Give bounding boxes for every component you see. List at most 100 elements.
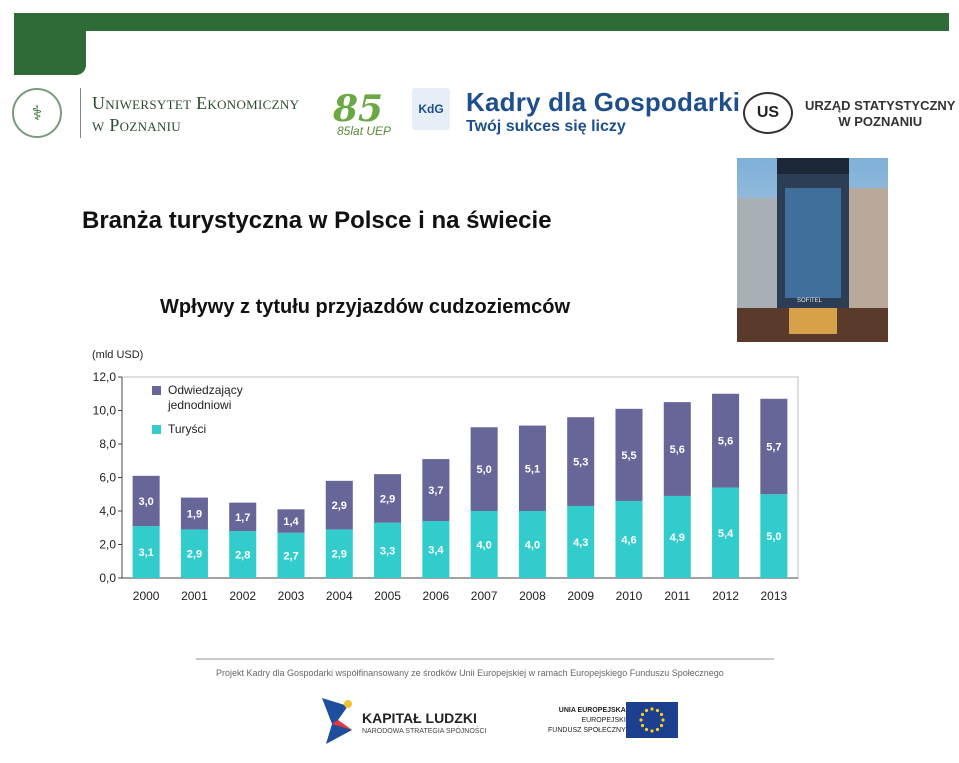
legend-label: Turyści [168, 422, 206, 436]
data-label: 4,0 [476, 540, 491, 552]
data-label: 1,7 [235, 512, 250, 524]
legend-label-line2: jednodniowi [167, 398, 231, 412]
bar-segment-odwiedzajacy [180, 497, 208, 530]
data-label: 3,3 [380, 545, 395, 557]
university-name-line1: Uniwersytet Ekonomiczny [92, 93, 300, 113]
eu-star [644, 727, 649, 732]
data-label: 5,1 [525, 463, 540, 475]
bar-segment-odwiedzajacy [712, 393, 740, 488]
data-label: 2,9 [380, 493, 395, 505]
bar-segment-turysci [760, 494, 788, 578]
x-tick-label: 2011 [664, 589, 690, 603]
x-tick-label: 2013 [761, 589, 788, 603]
statistics-office-line2: W POZNANIU [838, 114, 923, 129]
x-tick-label: 2009 [567, 589, 594, 603]
data-label: 5,7 [766, 442, 781, 454]
bar-segment-odwiedzajacy [325, 480, 353, 530]
eu-star [659, 712, 664, 717]
statistics-office-logo-icon: US [743, 92, 793, 134]
x-tick-label: 2005 [374, 589, 401, 603]
header-bar [14, 13, 949, 31]
stacked-bar-chart: (mld USD) 0,0 2,0 4,0 6,0 8,0 10,0 12,0 3,1 3,0… [92, 349, 799, 603]
data-label: 4,0 [525, 540, 540, 552]
eu-star [661, 718, 665, 722]
bar-segment-odwiedzajacy [229, 502, 257, 532]
kapital-ludzki-title: KAPITAŁ LUDZKI [362, 710, 477, 726]
anniversary-logo: 85 85lat UEP [333, 88, 399, 140]
bar-segment-odwiedzajacy [374, 474, 402, 523]
data-label: 4,3 [573, 537, 588, 549]
kdg-logo-icon: KdG [412, 88, 450, 130]
y-tick-label: 10,0 [93, 404, 117, 418]
university-name: Uniwersytet Ekonomiczny w Poznaniu [92, 92, 299, 136]
university-seal-icon: ⚕ [12, 88, 62, 138]
bar-segment-odwiedzajacy [422, 459, 450, 522]
data-label: 5,0 [476, 464, 491, 476]
data-label: 4,9 [670, 532, 685, 544]
header-bar-tab [14, 13, 86, 75]
data-label: 5,4 [718, 528, 734, 540]
kapital-ludzki-logo-icon [322, 698, 352, 744]
bar-segment-turysci [132, 526, 160, 578]
page-title: Branża turystyczna w Polsce i na świecie [82, 207, 552, 234]
project-title: Kadry dla Gospodarki [466, 87, 741, 117]
hotel-sign: SOFITEL [797, 298, 823, 304]
data-label: 3,7 [428, 485, 443, 497]
hotel-photo: SOFITEL [737, 158, 888, 342]
bar-segment-turysci [374, 522, 402, 578]
cofinancing-note: Projekt Kadry dla Gospodarki współfinans… [216, 668, 724, 678]
y-tick-label: 8,0 [99, 437, 116, 451]
x-tick-label: 2010 [616, 589, 643, 603]
eu-star [650, 707, 654, 711]
data-label: 5,5 [621, 450, 636, 462]
bar-segment-turysci [277, 532, 305, 578]
x-tick-label: 2012 [712, 589, 739, 603]
data-label: 5,3 [573, 457, 588, 469]
bar-segment-turysci [325, 529, 353, 578]
data-label: 2,7 [283, 550, 298, 562]
legend-swatch [152, 425, 161, 434]
eu-line2: EUROPEJSKI [581, 717, 626, 724]
data-label: 5,0 [766, 531, 781, 543]
anniversary-number: 85 [333, 88, 384, 130]
x-tick-label: 2000 [133, 589, 160, 603]
bar-segment-odwiedzajacy [615, 408, 643, 501]
data-label: 2,9 [187, 549, 202, 561]
kapital-ludzki-subtitle: NARODOWA STRATEGIA SPÓJNOŚCI [362, 728, 487, 735]
statistics-office-name: URZĄD STATYSTYCZNY W POZNANIU [805, 98, 955, 130]
data-label: 5,6 [670, 444, 685, 456]
bar-segment-turysci [615, 500, 643, 578]
university-name-line2: w Poznaniu [92, 115, 181, 135]
x-tick-label: 2001 [181, 589, 208, 603]
bar-segment-odwiedzajacy [470, 427, 498, 511]
bar-segment-turysci [663, 495, 691, 578]
bar-segment-odwiedzajacy [518, 425, 546, 511]
data-label: 4,6 [621, 534, 636, 546]
logo-divider [80, 88, 81, 138]
bar-segment-turysci [567, 505, 595, 578]
header-bar-curve [86, 31, 116, 61]
bars: 3,1 3,0 2,9 1,9 2,8 1,7 2,7 1,4 2,9 2,9 3,3 2,9 3,4 3… [132, 393, 788, 578]
bar-segment-turysci [712, 487, 740, 578]
data-label: 2,9 [332, 500, 347, 512]
data-label: 1,4 [283, 516, 299, 528]
bar-segment-turysci [229, 531, 257, 578]
unit-label: (mld USD) [92, 349, 143, 361]
bar-segment-odwiedzajacy [663, 402, 691, 496]
data-label: 2,8 [235, 550, 250, 562]
y-tick-label: 12,0 [93, 370, 117, 384]
page-subtitle: Wpływy z tytułu przyjazdów cudzoziemców [160, 296, 571, 318]
eu-star [659, 723, 664, 728]
y-ticks: 0,0 2,0 4,0 6,0 8,0 10,0 12,0 [93, 370, 122, 585]
legend-label: Odwiedzający [168, 383, 243, 397]
bar-segment-odwiedzajacy [567, 417, 595, 506]
x-tick-label: 2003 [278, 589, 305, 603]
x-tick-labels: 2000 2001 2002 2003 2004 2005 2006 2007 2008 2009… [133, 589, 788, 603]
y-tick-label: 6,0 [99, 471, 116, 485]
eu-line1: UNIA EUROPEJSKA [558, 707, 626, 714]
x-tick-label: 2002 [229, 589, 256, 603]
bar-segment-odwiedzajacy [760, 398, 788, 495]
data-label: 2,9 [332, 549, 347, 561]
eu-star [650, 729, 654, 733]
